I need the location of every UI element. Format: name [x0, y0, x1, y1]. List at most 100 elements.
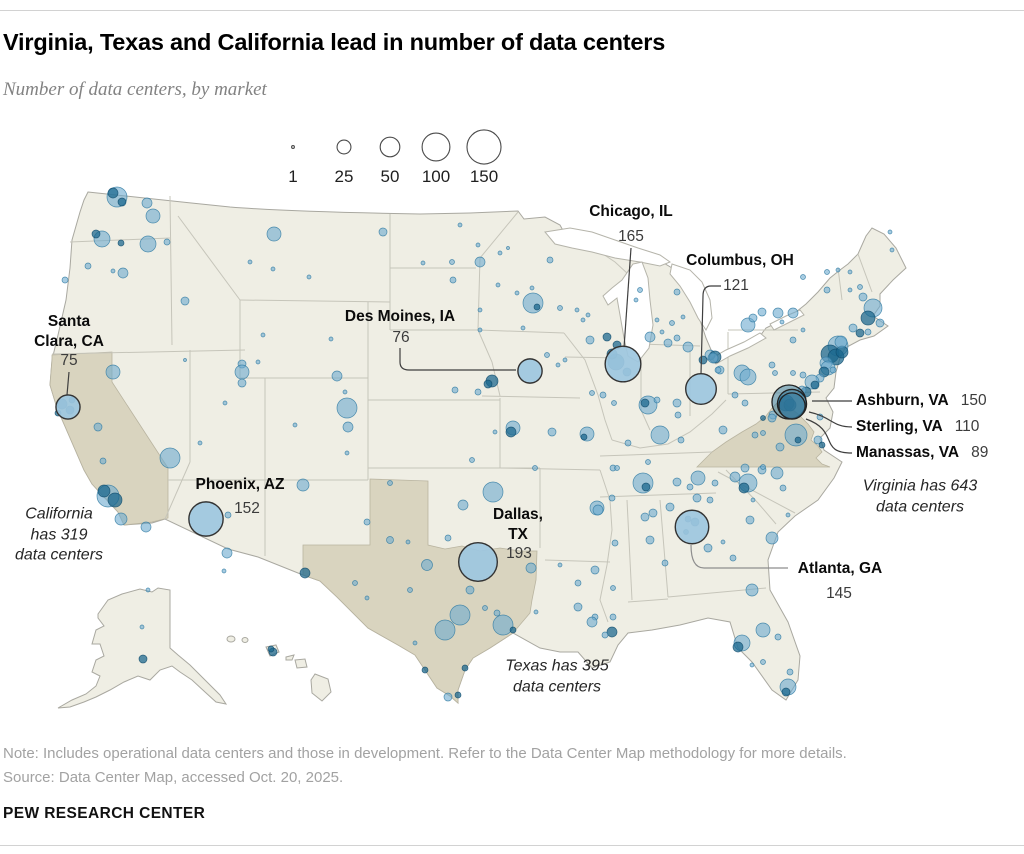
market-value-des-moines-ia: 76	[392, 329, 410, 346]
data-center-bubble	[799, 371, 807, 379]
data-center-bubble	[823, 286, 831, 294]
data-center-bubble	[633, 297, 639, 303]
data-center-bubble	[532, 465, 538, 471]
data-center-bubble	[342, 421, 354, 433]
data-center-bubble	[800, 274, 806, 280]
data-center-bubble	[117, 267, 129, 279]
data-center-bubble	[461, 664, 469, 672]
market-value-atlanta-ga: 145	[826, 585, 852, 602]
data-center-bubble	[760, 464, 766, 470]
data-center-bubble	[585, 335, 595, 345]
leader-line	[700, 285, 721, 375]
data-center-bubble	[529, 285, 535, 291]
data-center-bubble	[267, 645, 275, 653]
data-center-bubble	[611, 539, 619, 547]
market-label-des-moines-ia: Des Moines, IA	[344, 308, 456, 325]
data-center-bubble	[520, 325, 526, 331]
data-center-bubble	[533, 609, 539, 615]
data-center-bubble	[105, 364, 121, 380]
data-center-bubble	[682, 341, 694, 353]
data-center-bubbles	[54, 186, 895, 702]
data-center-bubble	[386, 536, 394, 544]
data-center-bubble	[378, 227, 388, 237]
legend-circle-100	[421, 132, 451, 162]
market-bubble-dallas-tx	[457, 541, 499, 583]
data-center-bubble	[835, 267, 841, 273]
data-center-bubble	[546, 256, 554, 264]
data-center-bubble	[110, 268, 116, 274]
market-bubble-chicago-il	[604, 345, 642, 383]
market-label-dallas-tx: Dallas, TX	[493, 506, 543, 543]
data-center-bubble	[718, 425, 728, 435]
data-center-bubble	[790, 370, 796, 376]
data-center-bubble	[292, 422, 298, 428]
data-center-bubble	[732, 641, 744, 653]
data-center-bubble	[860, 310, 876, 326]
data-center-bubble	[698, 355, 708, 365]
data-center-bubble	[580, 317, 586, 323]
data-center-bubble	[509, 626, 517, 634]
data-center-bubble	[775, 442, 785, 452]
lake-superior	[544, 227, 672, 267]
alaska-outline	[57, 587, 228, 709]
data-center-bubble	[765, 531, 779, 545]
data-center-bubble	[342, 389, 348, 395]
data-center-bubble	[848, 323, 858, 333]
data-center-bubble	[296, 478, 310, 492]
data-center-bubble	[221, 547, 233, 559]
data-center-bubble	[477, 307, 483, 313]
data-center-bubble	[706, 496, 714, 504]
market-label-columbus-oh: Columbus, OH	[686, 252, 794, 269]
legend-value-25: 25	[334, 167, 354, 186]
data-center-bubble	[672, 477, 682, 487]
leader-line	[623, 247, 632, 349]
data-center-bubble	[677, 436, 685, 444]
data-center-bubble	[599, 391, 607, 399]
data-center-bubble	[61, 276, 69, 284]
data-center-bubble	[497, 250, 503, 256]
data-center-bubble	[573, 602, 583, 612]
market-bubbles	[55, 345, 808, 583]
data-center-bubble	[117, 197, 127, 207]
data-center-bubble	[505, 426, 517, 438]
data-center-bubble	[740, 463, 750, 473]
data-center-bubble	[768, 361, 776, 369]
data-center-bubble	[703, 543, 713, 553]
data-center-bubble	[674, 411, 682, 419]
data-center-bubble	[800, 327, 806, 333]
market-value-dallas-tx: 193	[506, 545, 532, 562]
market-label-santa-clara-ca: Santa Clara, CA	[34, 313, 104, 350]
data-center-bubble	[344, 450, 350, 456]
data-center-bubble	[601, 631, 609, 639]
market-bubble-santa-clara-ca	[55, 394, 81, 420]
data-center-bubble	[482, 481, 504, 503]
market-label-atlanta-ga: Atlanta, GA	[797, 560, 883, 577]
data-center-bubble	[834, 335, 848, 349]
data-center-bubble	[352, 580, 358, 586]
data-center-bubble	[641, 482, 651, 492]
data-center-bubble	[139, 235, 157, 253]
data-center-bubble	[789, 336, 797, 344]
data-center-bubble	[857, 284, 863, 290]
data-center-bubble	[363, 518, 371, 526]
data-center-bubble	[451, 386, 459, 394]
data-center-bubble	[99, 457, 107, 465]
data-center-bubble	[139, 624, 145, 630]
data-center-bubble	[680, 314, 686, 320]
legend-value-1: 1	[288, 167, 298, 186]
data-center-bubble	[474, 256, 486, 268]
data-center-bubble	[522, 292, 544, 314]
state-total-note-1: Texas has 395 data centers	[505, 657, 609, 696]
market-bubble-atlanta-ga	[674, 509, 710, 545]
data-center-bubble	[673, 334, 681, 342]
data-center-bubble	[760, 659, 766, 665]
data-center-bubble	[547, 427, 557, 437]
data-center-bubble	[653, 396, 661, 404]
data-center-bubble	[654, 317, 660, 323]
data-center-bubble	[492, 614, 514, 636]
data-center-bubble	[760, 415, 766, 421]
leader-lines	[66, 247, 853, 569]
market-name: Sterling, VA	[856, 418, 943, 435]
data-center-bubble	[270, 266, 276, 272]
data-center-bubble	[114, 512, 128, 526]
